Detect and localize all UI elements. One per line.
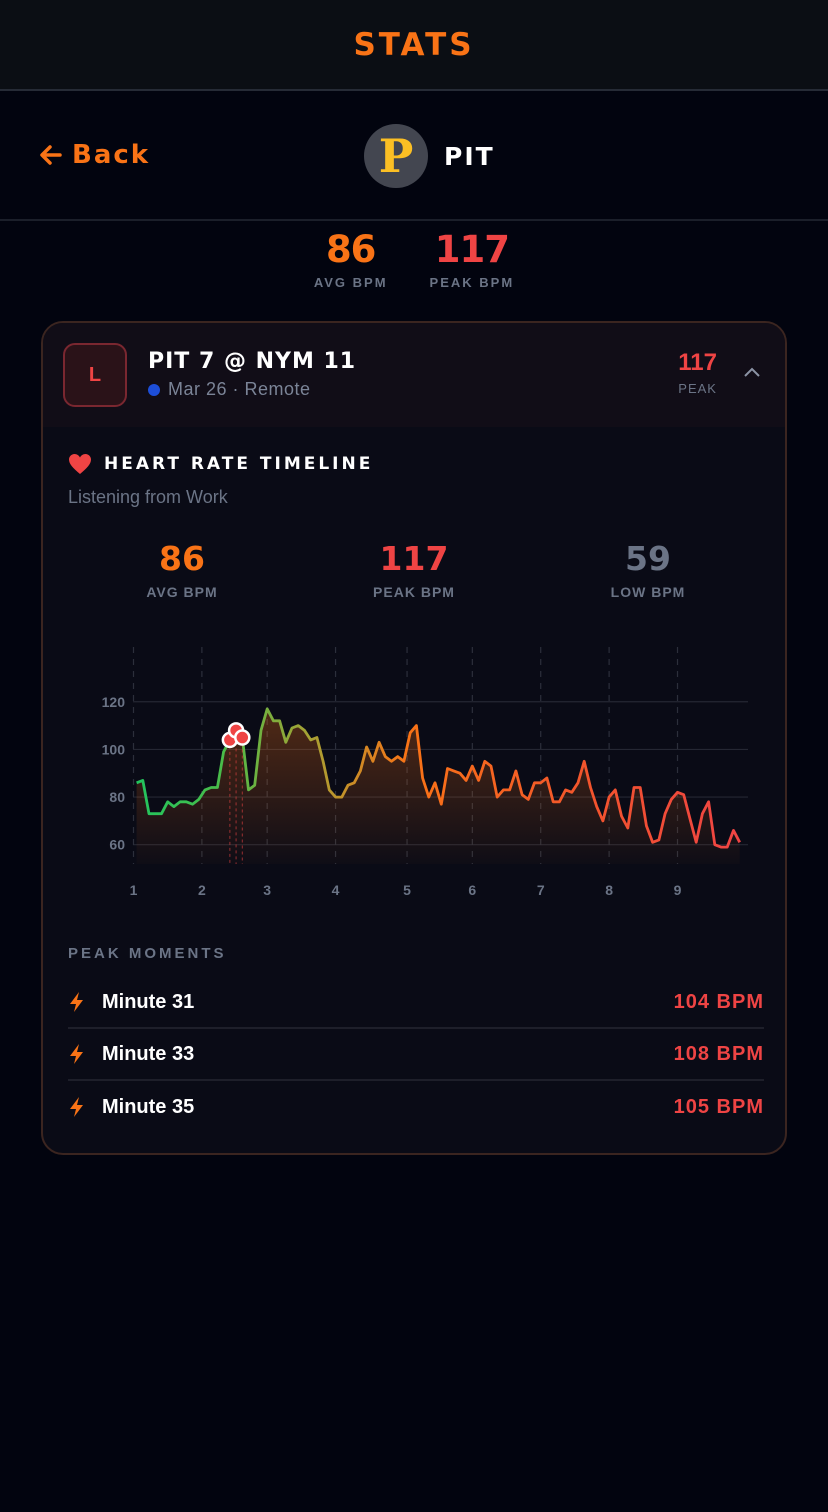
- stat-peak: 117 PEAK BPM: [373, 539, 455, 600]
- peak-moment-item: Minute 35 105 BPM: [68, 1081, 764, 1133]
- x-tick-label: 7: [537, 882, 545, 898]
- game-card: L PIT 7 @ NYM 11 Mar 26 · Remote 117 PEAK…: [41, 321, 787, 1155]
- heart-rate-area: [136, 708, 740, 864]
- lightning-icon: [70, 1044, 83, 1064]
- x-tick-label: 3: [263, 882, 271, 898]
- summary-peak: 117 PEAK BPM: [429, 228, 515, 290]
- team-logo: P: [364, 124, 428, 188]
- heart-rate-chart: 60 80 100 120 1 2 3 4 5 6 7 8 9: [102, 647, 748, 898]
- y-tick-label: 100: [102, 741, 126, 757]
- y-tick-label: 120: [102, 694, 126, 710]
- peak-moment-label: Minute 33: [102, 1042, 195, 1065]
- x-tick-label: 8: [605, 882, 613, 898]
- back-button[interactable]: Back: [40, 140, 150, 170]
- game-title: PIT 7 @ NYM 11: [148, 349, 357, 374]
- lightning-icon: [70, 992, 83, 1012]
- summary-avg: 86 AVG BPM: [313, 228, 388, 290]
- x-tick-label: 4: [332, 882, 340, 898]
- lightning-icon: [70, 1097, 83, 1117]
- peak-marker: [234, 729, 251, 746]
- x-tick-label: 6: [468, 882, 476, 898]
- x-tick-label: 1: [130, 882, 138, 898]
- summary-stats: 86 AVG BPM 117 PEAK BPM: [0, 228, 828, 290]
- peak-moment-label: Minute 31: [102, 990, 195, 1013]
- heart-icon: [69, 454, 91, 474]
- top-bar: STATS: [0, 0, 828, 91]
- chevron-up-icon[interactable]: [743, 363, 761, 381]
- peak-moments-title: PEAK MOMENTS: [68, 945, 227, 962]
- x-tick-label: 9: [674, 882, 682, 898]
- header-peak: 117 PEAK: [678, 349, 717, 396]
- timeline-heading: HEART RATE TIMELINE: [68, 453, 373, 475]
- x-tick-label: 5: [403, 882, 411, 898]
- arrow-left-icon: [40, 145, 62, 165]
- peak-moment-value: 108 BPM: [673, 1042, 764, 1065]
- x-tick-label: 2: [198, 882, 206, 898]
- peak-moment-item: Minute 33 108 BPM: [68, 1029, 764, 1081]
- listening-context: Listening from Work: [68, 487, 228, 507]
- stat-avg: 86 AVG BPM: [146, 539, 218, 600]
- page-title: STATS: [353, 26, 475, 63]
- game-subtitle: Mar 26 · Remote: [148, 379, 311, 400]
- peak-moment-value: 104 BPM: [673, 990, 764, 1013]
- nav-bar: Back P PIT: [0, 92, 828, 221]
- back-label: Back: [72, 140, 151, 170]
- result-badge: L: [63, 343, 127, 407]
- team-abbr: PIT: [444, 141, 495, 171]
- status-dot: [148, 383, 160, 396]
- y-tick-label: 60: [109, 837, 125, 853]
- game-card-header[interactable]: L PIT 7 @ NYM 11 Mar 26 · Remote 117 PEAK: [43, 323, 785, 427]
- team-header: P PIT: [364, 124, 495, 188]
- stat-low: 59 LOW BPM: [610, 539, 686, 600]
- y-tick-label: 80: [109, 789, 125, 805]
- peak-moment-item: Minute 31 104 BPM: [68, 977, 764, 1029]
- peak-moment-value: 105 BPM: [673, 1095, 764, 1118]
- peak-moment-label: Minute 35: [102, 1095, 195, 1118]
